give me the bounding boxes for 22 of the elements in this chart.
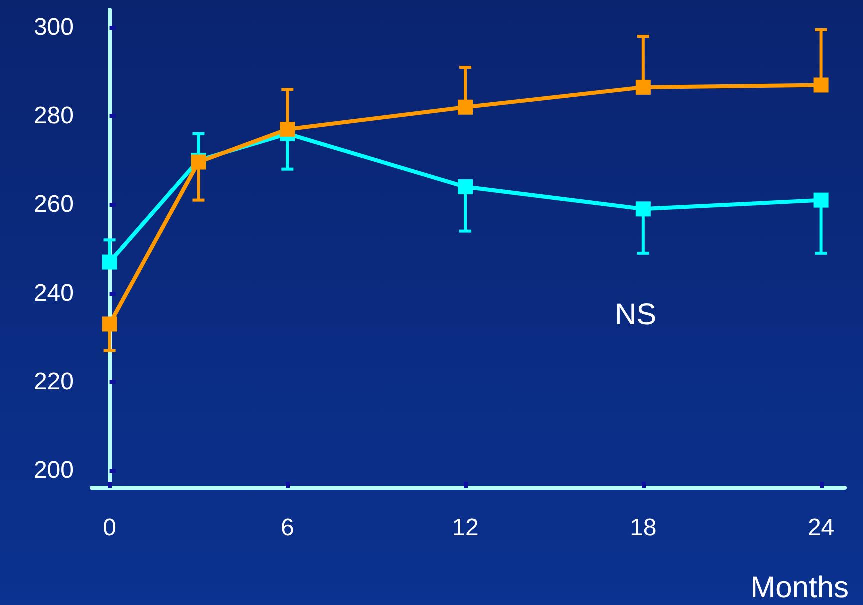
point	[636, 80, 651, 95]
x-tick-label: 12	[452, 514, 479, 542]
point	[458, 100, 474, 115]
point	[458, 180, 474, 195]
y-tick-label: 260	[34, 191, 74, 218]
x-tick-label: 18	[630, 514, 657, 542]
point	[102, 316, 118, 332]
x-tick-label: 24	[808, 514, 835, 542]
x-tick-label: 6	[280, 514, 294, 542]
point	[280, 122, 296, 137]
y-tick-label: 300	[34, 14, 74, 42]
point	[636, 202, 651, 217]
x-axis-title: Months	[750, 572, 850, 604]
point	[814, 192, 829, 208]
point	[102, 254, 118, 270]
annotation: NS	[615, 298, 657, 332]
point	[814, 78, 829, 93]
y-tick-label: 200	[34, 456, 74, 484]
x-tick-label: 0	[103, 514, 116, 542]
y-tick-label: 240	[34, 280, 74, 307]
y-tick-label: 220	[34, 368, 74, 396]
y-tick-label: 280	[34, 102, 74, 130]
